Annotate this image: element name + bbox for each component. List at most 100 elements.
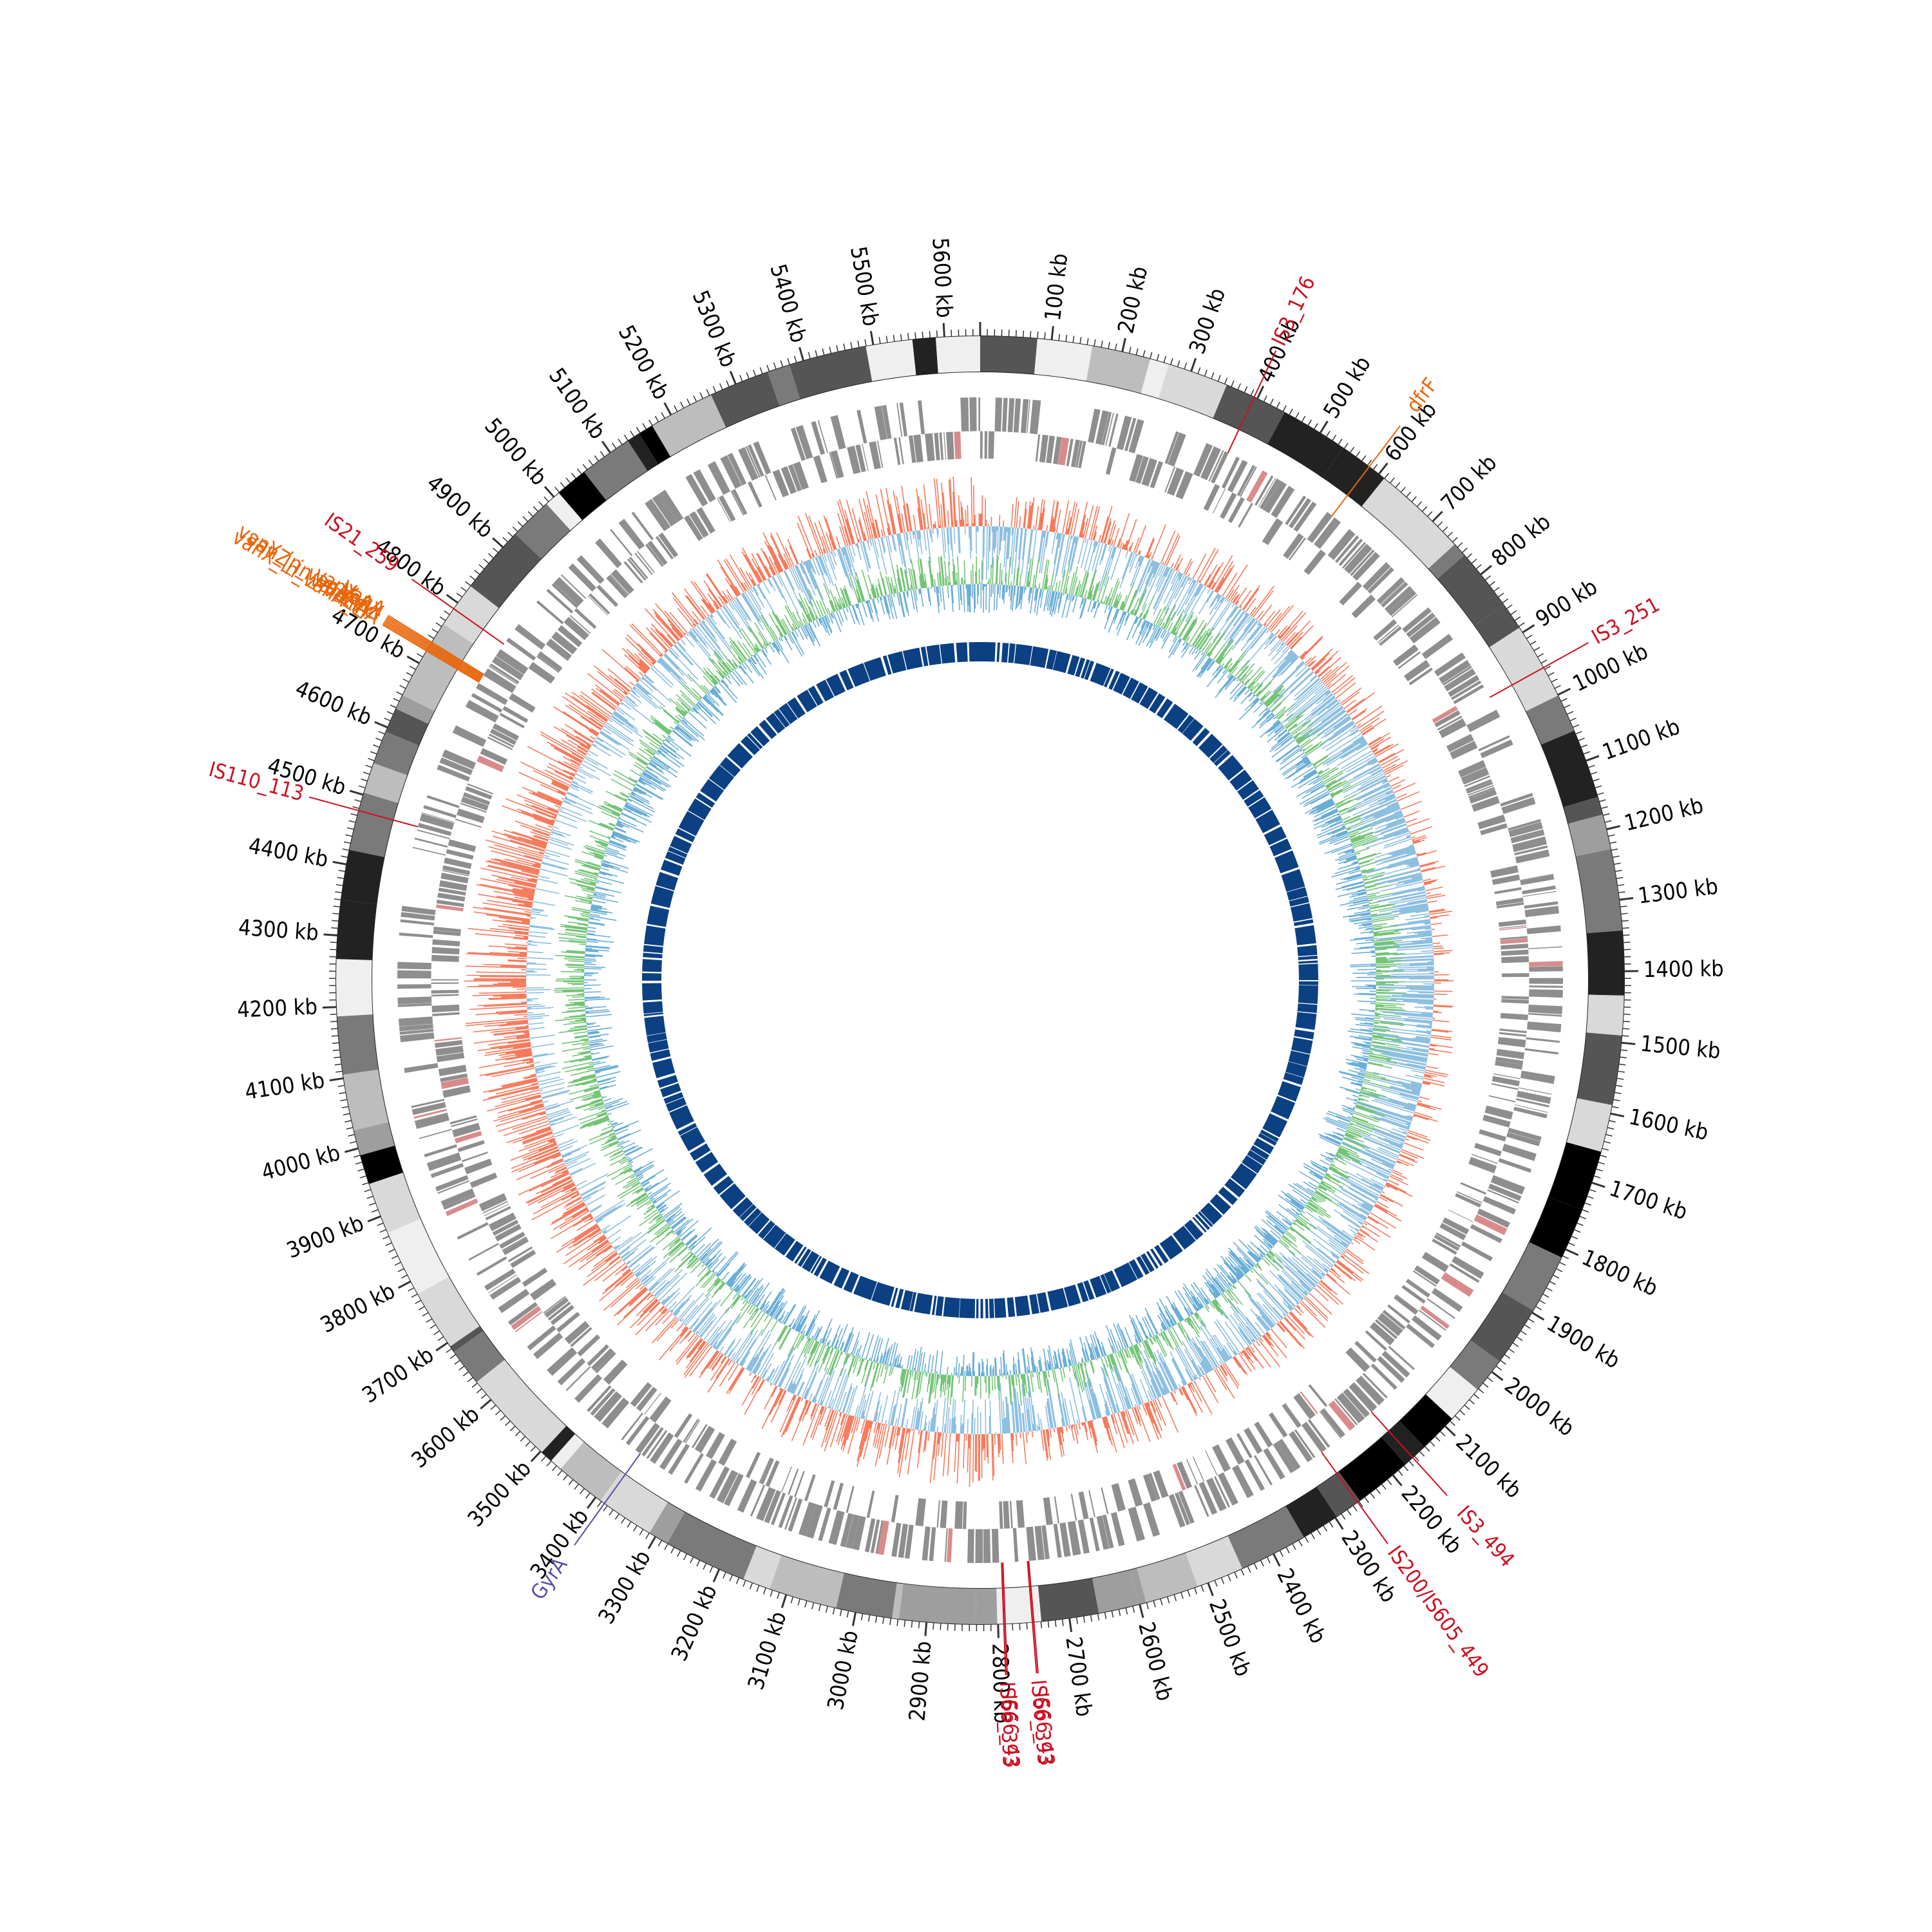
major-tick <box>1591 1181 1605 1188</box>
minor-tick <box>1486 1377 1493 1383</box>
minor-tick <box>1618 891 1625 893</box>
minor-tick <box>1408 1460 1414 1466</box>
contig-block <box>1566 1098 1613 1152</box>
minor-tick <box>330 949 337 951</box>
minor-tick <box>904 1620 906 1627</box>
gene-block <box>1432 1238 1457 1255</box>
gene-block <box>759 1457 772 1484</box>
minor-tick <box>359 1175 367 1179</box>
minor-tick <box>450 1354 457 1359</box>
contig-block <box>1437 555 1504 626</box>
homology-block <box>1163 703 1189 730</box>
gene-block <box>1327 529 1356 560</box>
gene-block <box>1458 760 1486 778</box>
gene-block <box>1174 1492 1190 1526</box>
minor-tick <box>1510 610 1517 616</box>
major-tick <box>1618 896 1634 901</box>
gene-block <box>1168 1493 1186 1528</box>
gene-block <box>1412 1270 1437 1287</box>
gene-block <box>764 475 777 501</box>
gene-block <box>693 469 716 502</box>
homology-block <box>660 1083 681 1097</box>
gene-block <box>1496 902 1524 909</box>
gene-block <box>683 1418 699 1443</box>
gene-block <box>1300 1391 1318 1414</box>
gene-block <box>431 1004 460 1013</box>
minor-tick <box>940 1623 942 1631</box>
minor-tick <box>333 905 341 908</box>
gene-block <box>448 839 477 852</box>
homology-block <box>1285 1061 1307 1078</box>
gene-block <box>1460 1182 1486 1195</box>
gene-block <box>498 1289 530 1313</box>
homology-block <box>668 846 688 858</box>
gene-block <box>431 994 459 997</box>
homology-ring <box>641 642 1318 1318</box>
homology-block <box>1113 672 1130 695</box>
minor-tick <box>417 653 424 658</box>
feature-label: IS66_43 <box>1029 1691 1059 1766</box>
major-tick <box>1557 688 1571 696</box>
gene-block <box>507 1302 538 1325</box>
minor-tick <box>520 1435 526 1442</box>
minor-tick <box>1361 455 1367 462</box>
minor-tick <box>1184 362 1188 370</box>
gene-block <box>1009 1501 1013 1529</box>
contig-block <box>898 1584 976 1624</box>
homology-block <box>1177 714 1195 734</box>
gene-block <box>601 1397 630 1429</box>
minor-tick <box>860 1613 864 1621</box>
gene-block <box>1244 1459 1265 1492</box>
minor-tick <box>1587 764 1595 768</box>
minor-tick <box>1579 1215 1586 1220</box>
gene-block <box>1522 891 1557 897</box>
gene-block <box>1338 538 1363 566</box>
gene-block <box>460 802 487 813</box>
gene-block <box>476 1256 507 1276</box>
gene-block <box>499 712 525 728</box>
major-tick <box>997 1624 999 1638</box>
homology-block <box>1075 657 1086 677</box>
minor-tick <box>1310 1532 1315 1539</box>
minor-tick <box>1292 1543 1296 1550</box>
minor-tick <box>465 581 471 587</box>
minor-tick <box>1322 1525 1328 1532</box>
major-tick <box>942 323 945 337</box>
gene-block <box>683 515 703 542</box>
gene-block <box>527 1325 556 1350</box>
homology-block <box>774 1233 795 1256</box>
homology-block <box>871 1282 895 1306</box>
tick-label: 1500 kb <box>1639 1031 1721 1065</box>
minor-tick <box>1620 905 1627 908</box>
feature-label: IS3_176 <box>1267 272 1320 350</box>
minor-tick <box>418 1305 426 1311</box>
gene-block <box>1496 1048 1525 1059</box>
major-tick <box>663 402 672 416</box>
homology-block <box>787 697 806 719</box>
homology-block <box>641 972 662 981</box>
homology-block <box>1253 1137 1274 1155</box>
gene-block <box>397 961 431 970</box>
gene-block <box>1141 458 1157 487</box>
homology-block <box>1281 869 1305 892</box>
gene-block <box>1488 1095 1516 1103</box>
gene-block <box>1376 577 1405 604</box>
gene-block <box>1034 1526 1045 1560</box>
gene-block <box>954 431 961 459</box>
homology-block <box>748 1212 770 1235</box>
minor-tick <box>1231 380 1235 388</box>
minor-tick <box>645 1532 650 1539</box>
homology-block <box>902 647 923 670</box>
gene-block <box>475 683 508 705</box>
minor-tick <box>1506 604 1513 610</box>
major-tick <box>1531 1311 1545 1321</box>
gene-block <box>707 461 730 495</box>
gene-block <box>591 1348 614 1372</box>
feature-leader-line <box>1028 1560 1039 1674</box>
contig-block <box>388 1218 449 1294</box>
gene-block <box>730 490 744 516</box>
homology-block <box>663 1092 684 1104</box>
gene-block <box>1498 1158 1532 1173</box>
gene-block <box>1101 412 1112 446</box>
